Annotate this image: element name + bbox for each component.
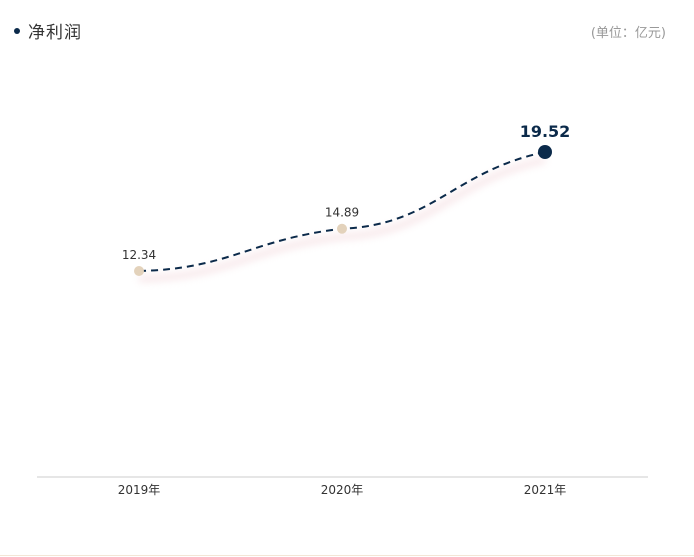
x-tick-label: 2019年 bbox=[118, 483, 161, 497]
data-label: 14.89 bbox=[325, 206, 359, 220]
data-point bbox=[134, 266, 144, 276]
x-tick-label: 2020年 bbox=[321, 483, 364, 497]
panel-bottom-divider bbox=[0, 555, 694, 556]
data-point-highlight bbox=[538, 145, 552, 159]
chart-title: 净利润 bbox=[28, 23, 82, 43]
unit-label: (单位：亿元) bbox=[590, 26, 666, 41]
data-label: 19.52 bbox=[520, 122, 571, 141]
series-line-shadow bbox=[138, 157, 546, 282]
title-bullet-icon bbox=[14, 27, 20, 34]
chart-header: 净利润 bbox=[14, 18, 82, 43]
x-tick-label: 2021年 bbox=[524, 483, 567, 497]
data-point bbox=[337, 223, 347, 234]
data-label: 12.34 bbox=[122, 248, 156, 262]
